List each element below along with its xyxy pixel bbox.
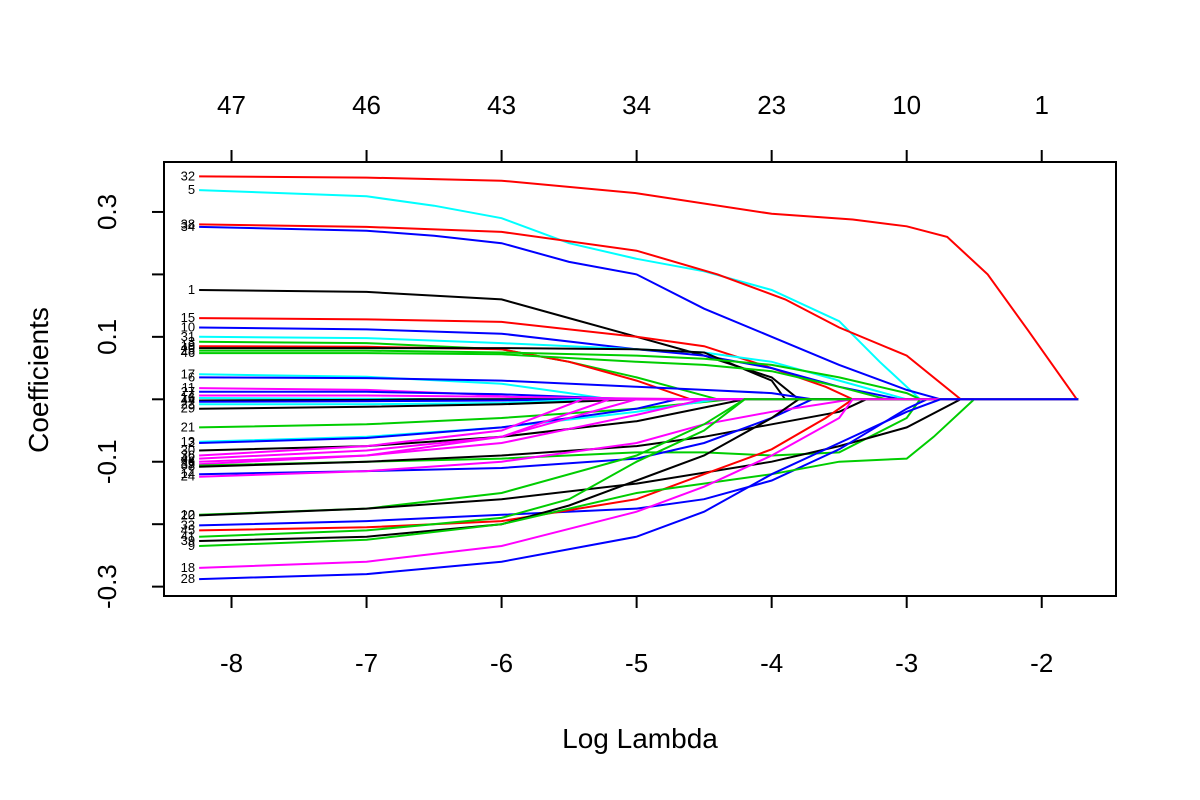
top-tick-label: 47 [217,90,246,120]
series-line-34 [199,225,1079,401]
top-tick-label: 1 [1034,90,1048,120]
series-line-8 [199,398,1079,468]
series-line-15 [199,317,1079,401]
path-label-11: 11 [182,380,196,395]
path-label-15: 15 [181,310,195,325]
path-label-4: 4 [188,388,195,403]
path-label-19: 19 [181,338,195,353]
x-tick-label: -3 [895,648,918,678]
path-label-28: 28 [181,571,195,586]
path-label-46: 46 [181,345,195,360]
path-label-25: 25 [181,343,195,358]
path-label-10: 10 [181,319,195,334]
path-label-24: 24 [181,469,195,484]
path-label-27: 27 [181,384,195,399]
path-label-1: 1 [188,282,195,297]
series-line-39 [199,398,1079,542]
path-label-14: 14 [181,466,195,481]
path-label-13: 13 [181,434,195,449]
series-line-6 [199,376,1079,401]
path-label-44: 44 [181,393,195,408]
path-label-20: 20 [181,507,195,522]
y-tick-label: 0.1 [92,319,122,355]
top-tick-label: 43 [487,90,516,120]
x-tick-label: -2 [1030,648,1053,678]
path-label-34: 34 [181,219,195,234]
x-tick-label: -4 [760,648,783,678]
y-tick-label: -0.1 [92,439,122,484]
path-label-6: 6 [188,369,195,384]
path-label-17: 17 [181,366,195,381]
y-tick-label: 0.3 [92,194,122,230]
path-label-31: 31 [181,329,195,344]
path-label-32: 32 [181,168,195,183]
series-line-38 [199,223,1079,401]
series-line-18 [199,398,1079,569]
top-tick-label: 46 [352,90,381,120]
x-tick-label: -7 [355,648,378,678]
top-tick-label: 10 [892,90,921,120]
path-label-35: 35 [181,456,195,471]
x-tick-label: -6 [490,648,513,678]
path-label-30: 30 [181,443,195,458]
path-label-16: 16 [181,390,195,405]
path-label-18: 18 [181,560,195,575]
path-label-38: 38 [181,216,195,231]
path-label-41: 41 [181,529,195,544]
top-tick-label: 23 [757,90,786,120]
path-label-45: 45 [181,522,195,537]
series-line-25 [199,349,1079,401]
x-axis-title: Log Lambda [562,723,718,754]
path-label-40: 40 [181,340,195,355]
series-line-28 [199,398,1079,581]
path-label-9: 9 [188,538,195,553]
path-label-21: 21 [181,419,195,434]
series-line-24 [199,398,1079,478]
y-axis-title: Coefficients [23,307,54,453]
path-label-42: 42 [181,451,195,466]
series-line-20 [199,398,1079,517]
y-axis: -0.3 -0.1 0.1 0.3 [92,194,165,609]
series-line-41 [199,398,1079,538]
path-label-7: 7 [188,394,195,409]
path-label-29: 29 [181,401,195,416]
top-tick-label: 34 [622,90,651,120]
x-axis: -8 -7 -6 -5 -4 -3 -2 [220,595,1053,678]
y-tick-label: -0.3 [92,564,122,609]
path-label-39: 39 [181,533,195,548]
path-label-3: 3 [188,334,195,349]
series-line-14 [199,398,1079,476]
path-label-26: 26 [181,454,195,469]
series-line-9 [199,398,1079,547]
path-label-12: 12 [181,507,195,522]
path-label-37: 37 [181,457,195,472]
series-line-46 [199,352,1079,401]
path-label-layer: 3253834115103131940254617611274164472329… [181,168,195,586]
series-line-32 [199,175,1079,401]
series-line-40 [199,347,1079,401]
path-label-23: 23 [181,396,195,411]
path-label-8: 8 [188,459,195,474]
x-tick-label: -8 [220,648,243,678]
top-axis: 47 46 43 34 23 10 1 [217,90,1049,163]
path-label-2: 2 [188,435,195,450]
path-label-5: 5 [188,182,195,197]
path-label-33: 33 [181,517,195,532]
series-line-5 [199,189,1079,401]
series-line-33 [199,398,1079,527]
path-label-36: 36 [181,447,195,462]
x-tick-label: -5 [625,648,648,678]
series-line-10 [199,326,1079,401]
series-layer [199,175,1079,581]
